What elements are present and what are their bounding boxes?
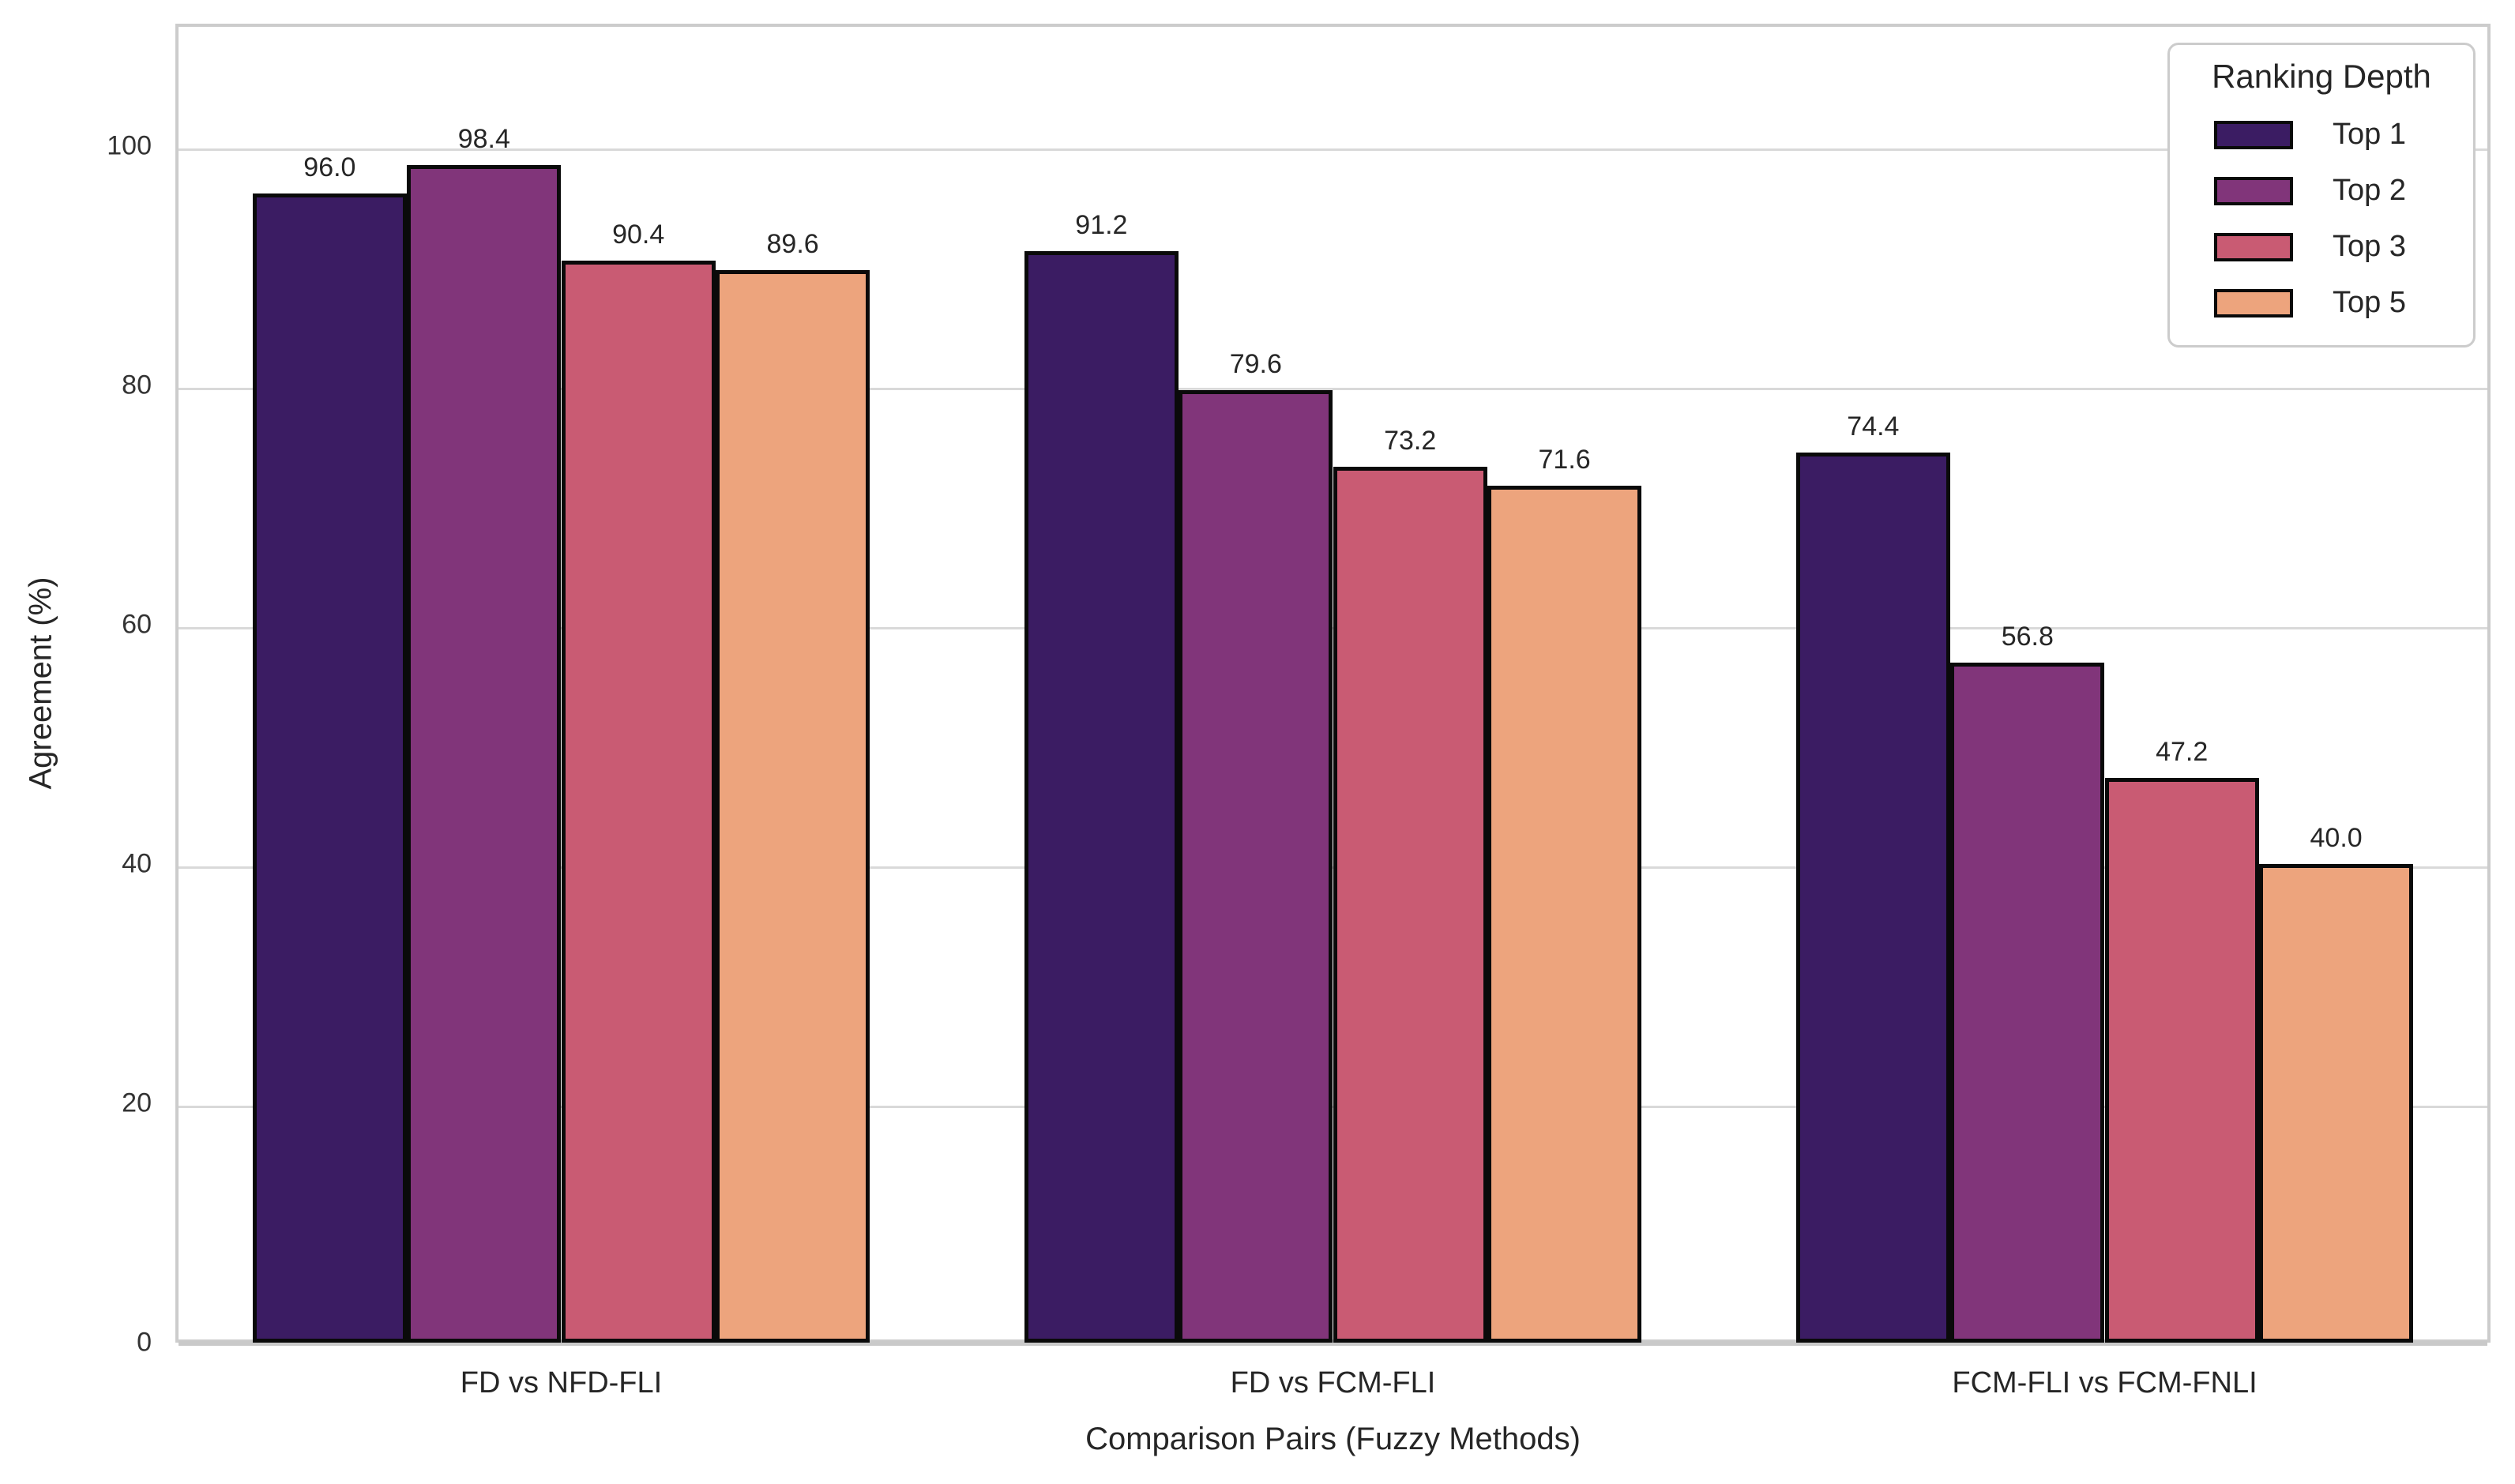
x-axis-baseline	[179, 1341, 2487, 1346]
bar-value-label: 74.4	[1847, 411, 1900, 441]
bar-top2-cat1	[407, 164, 562, 1343]
bar-top1-cat1	[252, 193, 408, 1343]
bar-top2-cat3	[1950, 663, 2105, 1343]
legend-label: Top 3	[2333, 230, 2406, 263]
bar-value-label: 89.6	[766, 229, 819, 260]
bar-top3-cat3	[2104, 777, 2259, 1343]
legend-title: Ranking Depth	[2212, 58, 2431, 95]
bar-top5-cat3	[2258, 863, 2414, 1343]
legend-row-top5: Top 5	[2214, 275, 2451, 331]
bar-value-label: 79.6	[1229, 348, 1282, 379]
bar-value-label: 47.2	[2156, 736, 2209, 767]
bar-value-label: 90.4	[612, 220, 665, 250]
legend-color-patch-icon	[2214, 176, 2293, 205]
legend-rows: Top 1 Top 2 Top 3 Top 5	[2214, 107, 2451, 331]
x-tick-label-2: FD vs FCM-FLI	[1230, 1366, 1436, 1399]
gridline-y-80	[179, 387, 2487, 390]
y-tick-label-0: 0	[137, 1327, 152, 1358]
legend-row-top3: Top 3	[2214, 219, 2451, 275]
legend-color-patch-icon	[2214, 120, 2293, 149]
bar-top5-cat1	[715, 270, 870, 1343]
y-tick-label-40: 40	[122, 848, 152, 879]
bar-value-label: 73.2	[1384, 425, 1437, 456]
bar-value-label: 96.0	[303, 152, 356, 183]
legend-color-patch-icon	[2214, 288, 2293, 317]
bar-top3-cat2	[1333, 466, 1487, 1343]
bar-top1-cat3	[1795, 452, 1951, 1343]
gridline-y-100	[179, 148, 2487, 151]
legend-row-top1: Top 1	[2214, 107, 2451, 163]
bar-top1-cat2	[1024, 250, 1179, 1343]
bar-value-label: 98.4	[457, 123, 510, 154]
bar-value-label: 71.6	[1538, 444, 1591, 475]
bar-value-label: 56.8	[2001, 622, 2054, 652]
legend-row-top2: Top 2	[2214, 163, 2451, 219]
bar-value-label: 40.0	[2310, 822, 2363, 853]
legend-label: Top 2	[2333, 174, 2406, 207]
bar-top3-cat1	[561, 261, 716, 1343]
y-tick-label-80: 80	[122, 370, 152, 400]
bar-top2-cat2	[1179, 389, 1333, 1343]
bar-top5-cat2	[1487, 485, 1642, 1343]
x-axis-label: Comparison Pairs (Fuzzy Methods)	[1085, 1422, 1581, 1456]
bar-value-label: 91.2	[1075, 209, 1128, 240]
legend-label: Top 5	[2333, 286, 2406, 319]
x-tick-label-3: FCM-FLI vs FCM-FNLI	[1952, 1366, 2257, 1399]
legend: Ranking Depth Top 1 Top 2 Top 3 Top 5	[2167, 43, 2476, 348]
legend-label: Top 1	[2333, 118, 2406, 151]
x-tick-label-1: FD vs NFD-FLI	[460, 1366, 663, 1399]
y-tick-label-100: 100	[107, 130, 152, 161]
y-tick-label-20: 20	[122, 1088, 152, 1118]
legend-color-patch-icon	[2214, 232, 2293, 261]
y-tick-label-60: 60	[122, 609, 152, 640]
